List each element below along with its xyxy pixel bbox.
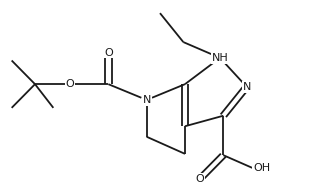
Text: N: N [142, 95, 151, 105]
Text: O: O [66, 79, 74, 89]
Text: O: O [104, 48, 113, 58]
Text: O: O [196, 174, 204, 184]
Text: N: N [243, 82, 251, 92]
Text: NH: NH [212, 53, 228, 63]
Text: OH: OH [253, 163, 270, 173]
